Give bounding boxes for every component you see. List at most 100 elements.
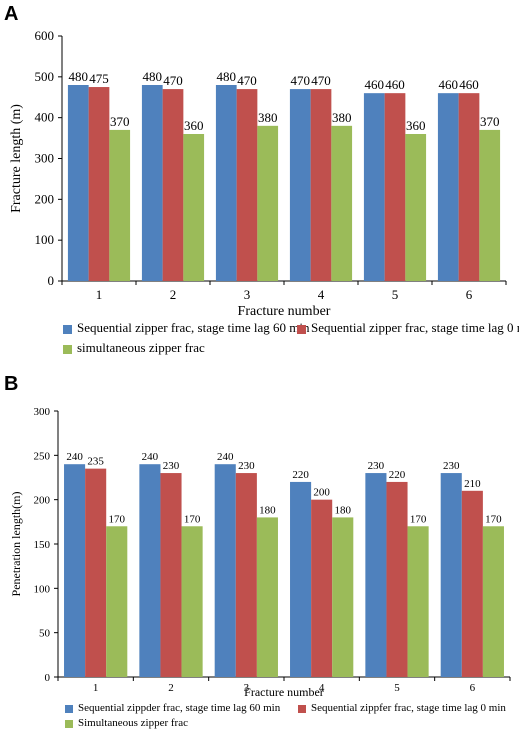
chart-b: 0 50 100 150 200 250 300 240 235 170 1 240 230 170 2 24… — [9, 406, 511, 729]
data-label: 180 — [335, 504, 352, 516]
x-tick-label: 4 — [319, 682, 325, 694]
y-axis-title: Penetration length(m) — [9, 492, 23, 597]
bar-series3-cat5 — [407, 526, 429, 677]
y-tick-label: 200 — [34, 495, 51, 507]
x-tick-label: 4 — [318, 287, 325, 302]
data-label: 475 — [89, 71, 109, 86]
y-tick-label: 300 — [34, 406, 51, 418]
y-tick-label: 400 — [35, 110, 55, 125]
bar-series1-cat1 — [67, 85, 89, 281]
y-tick-label: 100 — [34, 583, 51, 595]
y-tick-label: 200 — [35, 191, 55, 206]
bar-series1-cat5 — [363, 93, 385, 282]
panel-label-a: A — [4, 3, 18, 25]
y-tick-label: 250 — [34, 450, 51, 462]
data-label: 230 — [368, 460, 385, 472]
x-tick-label: 2 — [168, 682, 174, 694]
data-label: 230 — [238, 460, 255, 472]
x-axis-title: Fracture number — [244, 685, 324, 699]
data-label: 470 — [237, 73, 257, 88]
legend-label-series3: simultaneous zipper frac — [77, 340, 205, 355]
legend-swatch-series2 — [297, 325, 306, 334]
data-label: 240 — [217, 451, 234, 463]
bar-series3-cat3 — [256, 517, 278, 677]
bar-series3-cat5 — [405, 134, 427, 281]
data-label: 360 — [406, 118, 426, 133]
legend-label-series1: Sequential zippder frac, stage time lag … — [78, 702, 281, 714]
bar-series3-cat1 — [109, 129, 131, 281]
data-label: 370 — [480, 114, 500, 129]
bar-series2-cat6 — [458, 93, 480, 282]
bar-series3-cat6 — [482, 526, 504, 677]
data-label: 380 — [332, 110, 352, 125]
x-tick-label: 5 — [392, 287, 399, 302]
bar-series3-cat4 — [332, 517, 354, 677]
y-axis-title: Fracture length (m) — [9, 104, 24, 213]
bar-series3-cat1 — [106, 526, 128, 677]
x-tick-label: 1 — [93, 682, 99, 694]
legend-swatch-series2 — [298, 705, 306, 713]
y-tick-label: 100 — [35, 232, 55, 247]
bar-series1-cat4 — [289, 89, 311, 281]
bar-series2-cat2 — [162, 89, 184, 281]
bar-series3-cat2 — [183, 134, 205, 281]
x-tick-label: 6 — [466, 287, 473, 302]
bar-series1-cat5 — [365, 473, 387, 677]
data-label: 170 — [109, 513, 126, 525]
bar-series1-cat3 — [214, 464, 236, 677]
x-tick-label: 1 — [96, 287, 103, 302]
bar-series1-cat2 — [139, 464, 161, 677]
y-tick-label: 600 — [35, 28, 55, 43]
data-label: 170 — [184, 513, 201, 525]
bar-series1-cat6 — [440, 473, 462, 677]
data-label: 460 — [365, 77, 385, 92]
panel-label-b: B — [4, 373, 18, 395]
legend-swatch-series3 — [63, 345, 72, 354]
x-axis-title: Fracture number — [238, 304, 331, 319]
data-label: 230 — [443, 460, 460, 472]
data-label: 470 — [163, 73, 183, 88]
data-label: 240 — [66, 451, 83, 463]
bar-series3-cat4 — [331, 125, 353, 281]
data-label: 380 — [258, 110, 278, 125]
legend-label-series1: Sequential zipper frac, stage time lag 6… — [77, 320, 310, 335]
bar-series2-cat5 — [384, 93, 406, 282]
bar-series1-cat6 — [437, 93, 459, 282]
x-tick-label: 3 — [244, 682, 250, 694]
data-label: 460 — [459, 77, 479, 92]
bar-series2-cat6 — [461, 490, 483, 677]
bar-series2-cat5 — [386, 481, 408, 677]
data-label: 370 — [110, 114, 130, 129]
y-tick-label: 150 — [34, 539, 51, 551]
bar-series1-cat4 — [290, 481, 312, 677]
data-label: 470 — [291, 73, 311, 88]
data-label: 210 — [464, 478, 481, 490]
data-label: 230 — [163, 460, 180, 472]
bar-series2-cat3 — [235, 473, 257, 677]
legend-swatch-series1 — [65, 705, 73, 713]
data-label: 480 — [69, 69, 89, 84]
x-tick-label: 6 — [470, 682, 476, 694]
bar-series3-cat3 — [257, 125, 279, 281]
legend-label-series3: Simultaneous zipper frac — [78, 717, 188, 729]
bar-series2-cat2 — [160, 473, 182, 677]
data-label: 180 — [259, 504, 276, 516]
y-tick-label: 50 — [39, 628, 51, 640]
bar-series2-cat4 — [310, 89, 332, 281]
x-tick-label: 5 — [394, 682, 400, 694]
bar-series2-cat1 — [85, 468, 107, 677]
y-tick-label: 0 — [48, 273, 55, 288]
data-label: 460 — [385, 77, 405, 92]
data-label: 470 — [311, 73, 331, 88]
data-label: 220 — [292, 469, 309, 481]
data-label: 200 — [313, 487, 330, 499]
y-tick-label: 500 — [35, 69, 55, 84]
x-tick-label: 2 — [170, 287, 177, 302]
bar-series2-cat3 — [236, 89, 258, 281]
bar-series3-cat6 — [479, 129, 501, 281]
data-label: 460 — [439, 77, 459, 92]
y-tick-label: 300 — [35, 151, 55, 166]
legend-swatch-series3 — [65, 720, 73, 728]
